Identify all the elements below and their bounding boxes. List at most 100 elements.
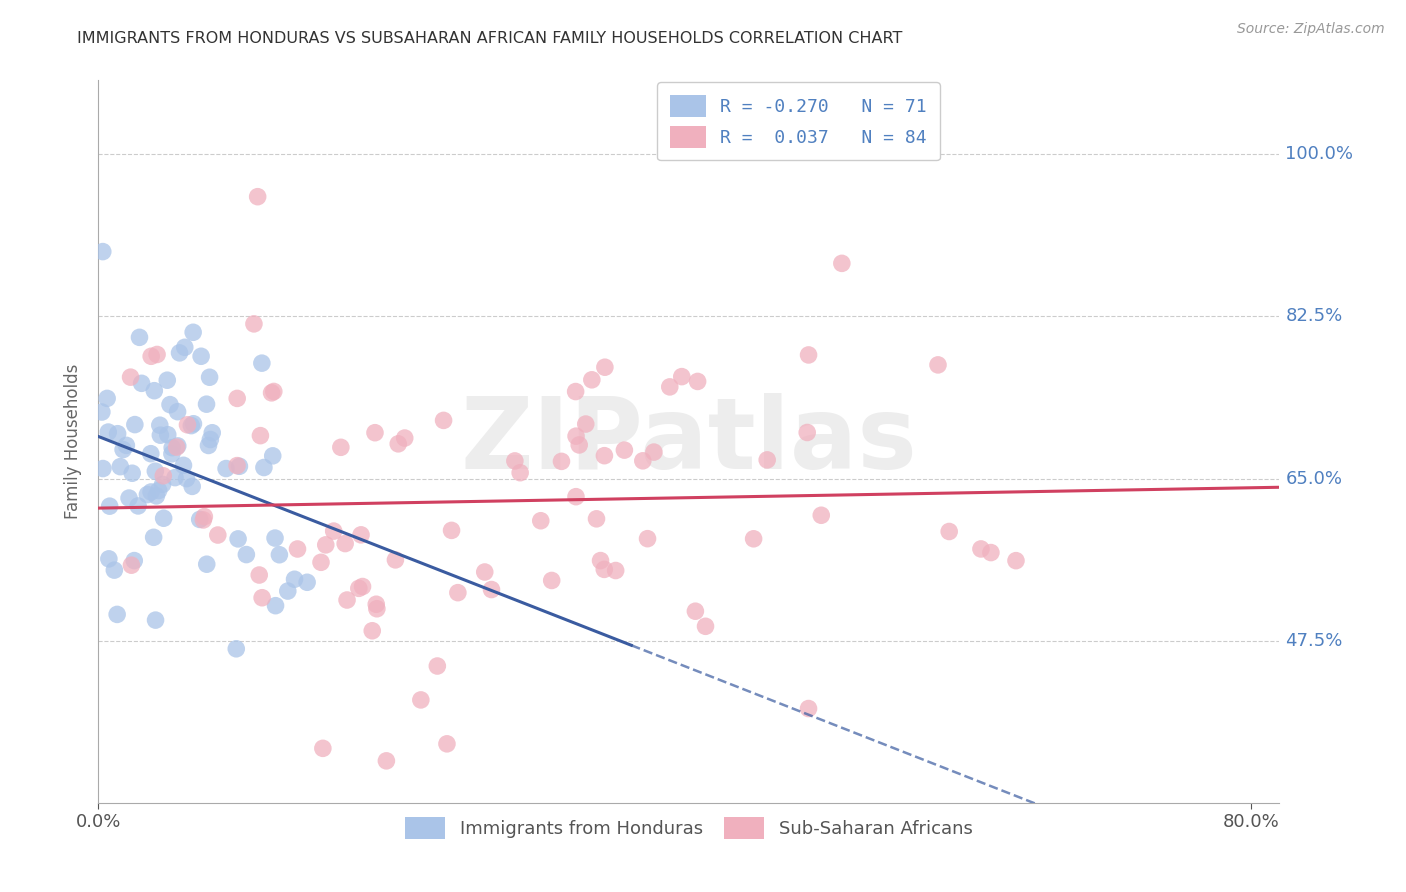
Point	[581, 373, 603, 387]
Point	[249, 428, 271, 442]
Point	[127, 499, 149, 513]
Point	[163, 470, 186, 484]
Point	[152, 511, 174, 525]
Point	[195, 558, 218, 572]
Point	[180, 418, 202, 433]
Point	[593, 449, 616, 463]
Point	[409, 693, 432, 707]
Point	[637, 532, 659, 546]
Point	[605, 564, 627, 578]
Point	[565, 490, 588, 504]
Point	[97, 552, 120, 566]
Point	[322, 524, 344, 538]
Point	[565, 429, 588, 443]
Point	[198, 370, 221, 384]
Point	[156, 427, 179, 442]
Point	[173, 340, 195, 354]
Text: ZIPatlas: ZIPatlas	[461, 393, 917, 490]
Point	[366, 597, 388, 611]
Point	[118, 491, 141, 505]
Point	[831, 256, 853, 270]
Point	[97, 425, 120, 439]
Point	[585, 512, 607, 526]
Point	[250, 356, 273, 370]
Point	[503, 454, 526, 468]
Point	[235, 548, 257, 562]
Point	[593, 360, 616, 375]
Point	[366, 601, 388, 615]
Point	[142, 530, 165, 544]
Point	[226, 392, 249, 406]
Point	[269, 548, 291, 562]
Point	[350, 528, 373, 542]
Point	[201, 425, 224, 440]
Point	[103, 563, 125, 577]
Point	[110, 459, 132, 474]
Point	[287, 541, 309, 556]
Point	[540, 574, 562, 588]
Point	[181, 326, 204, 340]
Point	[432, 413, 454, 427]
Point	[530, 514, 553, 528]
Point	[980, 545, 1002, 559]
Point	[172, 458, 194, 473]
Point	[797, 348, 820, 362]
Point	[152, 477, 174, 491]
Point	[145, 489, 167, 503]
Point	[264, 531, 287, 545]
Point	[156, 373, 179, 387]
Point	[564, 384, 586, 399]
Point	[658, 380, 681, 394]
Point	[188, 512, 211, 526]
Point	[295, 575, 318, 590]
Point	[207, 528, 229, 542]
Point	[176, 472, 198, 486]
Point	[143, 464, 166, 478]
Point	[166, 439, 188, 453]
Point	[756, 453, 779, 467]
Text: IMMIGRANTS FROM HONDURAS VS SUBSAHARAN AFRICAN FAMILY HOUSEHOLDS CORRELATION CHA: IMMIGRANTS FROM HONDURAS VS SUBSAHARAN A…	[77, 31, 903, 46]
Point	[149, 418, 172, 433]
Point	[613, 443, 636, 458]
Point	[742, 532, 765, 546]
Point	[810, 508, 832, 523]
Point	[263, 384, 285, 399]
Point	[447, 585, 470, 599]
Point	[262, 449, 284, 463]
Point	[98, 499, 121, 513]
Point	[336, 593, 359, 607]
Point	[176, 417, 198, 432]
Point	[277, 584, 299, 599]
Point	[436, 737, 458, 751]
Point	[190, 349, 212, 363]
Point	[183, 417, 205, 431]
Point	[228, 459, 250, 474]
Text: Source: ZipAtlas.com: Source: ZipAtlas.com	[1237, 22, 1385, 37]
Point	[121, 467, 143, 481]
Point	[246, 189, 269, 203]
Point	[122, 553, 145, 567]
Point	[124, 417, 146, 432]
Point	[139, 485, 162, 500]
Legend: Immigrants from Honduras, Sub-Saharan Africans: Immigrants from Honduras, Sub-Saharan Af…	[396, 808, 981, 848]
Point	[797, 701, 820, 715]
Point	[364, 425, 387, 440]
Point	[91, 244, 114, 259]
Point	[387, 437, 409, 451]
Point	[195, 397, 218, 411]
Point	[105, 607, 128, 622]
Point	[283, 572, 305, 586]
Point	[112, 442, 135, 457]
Point	[575, 417, 598, 431]
Point	[120, 558, 142, 573]
Point	[329, 440, 352, 454]
Point	[169, 346, 191, 360]
Y-axis label: Family Households: Family Households	[65, 364, 83, 519]
Point	[1005, 554, 1028, 568]
Point	[568, 438, 591, 452]
Point	[139, 447, 162, 461]
Point	[243, 317, 266, 331]
Point	[136, 487, 159, 501]
Point	[643, 445, 665, 459]
Point	[312, 741, 335, 756]
